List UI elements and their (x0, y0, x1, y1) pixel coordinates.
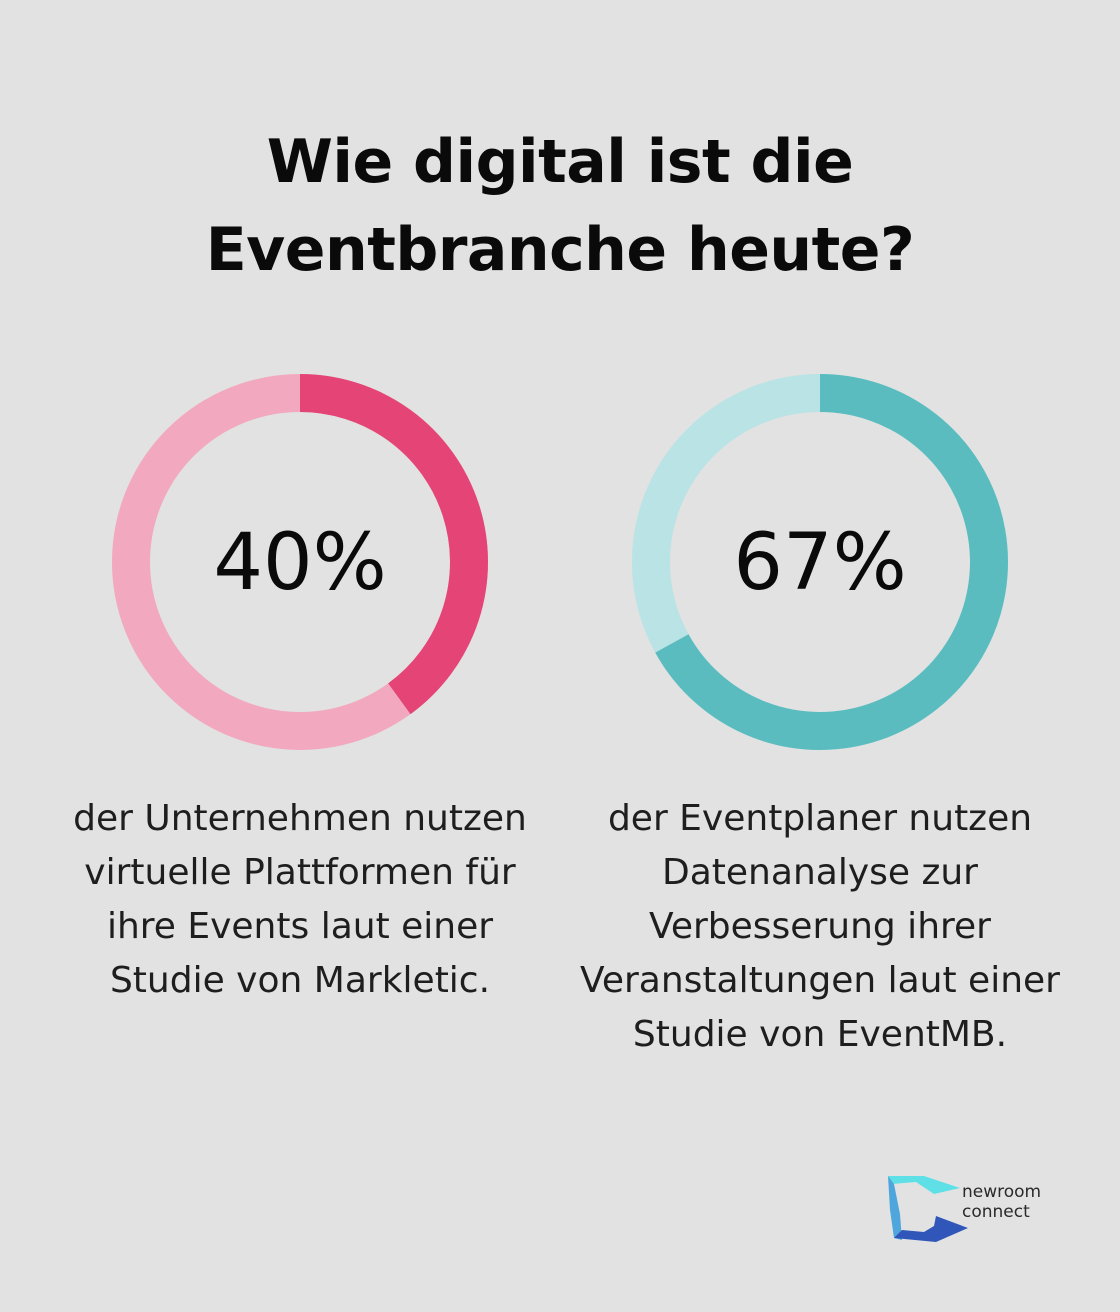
newroom-connect-logo: newroom connect (886, 1174, 1066, 1246)
page-title: Wie digital ist die Eventbranche heute? (60, 118, 1060, 294)
caption-line: virtuelle Plattformen für (84, 852, 516, 893)
caption-line: Veranstaltungen laut einer (580, 960, 1060, 1001)
logo-wordmark: newroom connect (962, 1182, 1041, 1222)
logo-stroke-bottom (894, 1216, 968, 1242)
logo-stroke-left (888, 1176, 902, 1240)
caption-markletic: der Unternehmen nutzen virtuelle Plattfo… (40, 792, 560, 1008)
caption-line: der Eventplaner nutzen (607, 798, 1033, 839)
caption-line: Studie von EventMB. (632, 1014, 1008, 1055)
caption-eventmb: der Eventplaner nutzen Datenanalyse zur … (560, 792, 1080, 1062)
donut-percent-label: 40% (213, 518, 386, 608)
donut-value-arc (655, 374, 1008, 750)
title-line-1: Wie digital ist die (266, 127, 854, 197)
caption-line: ihre Events laut einer (106, 906, 494, 947)
donut-percent-label: 67% (733, 518, 906, 608)
caption-line: Datenanalyse zur (662, 852, 978, 893)
donut-chart-eventmb: 67% (630, 372, 1010, 752)
title-line-2: Eventbranche heute? (205, 215, 915, 285)
caption-line: Studie von Markletic. (109, 960, 491, 1001)
donut-svg: 40% (112, 374, 488, 750)
donut-value-arc (299, 374, 488, 715)
logo-line-2: connect (962, 1202, 1030, 1222)
logo-line-1: newroom (962, 1182, 1042, 1202)
donut-chart-markletic: 40% (110, 372, 490, 752)
caption-line: der Unternehmen nutzen (73, 798, 527, 839)
logo-mark-icon (888, 1176, 968, 1242)
donut-svg: 67% (632, 374, 1008, 750)
caption-line: Verbesserung ihrer (649, 906, 991, 947)
logo-stroke-top (888, 1176, 960, 1194)
